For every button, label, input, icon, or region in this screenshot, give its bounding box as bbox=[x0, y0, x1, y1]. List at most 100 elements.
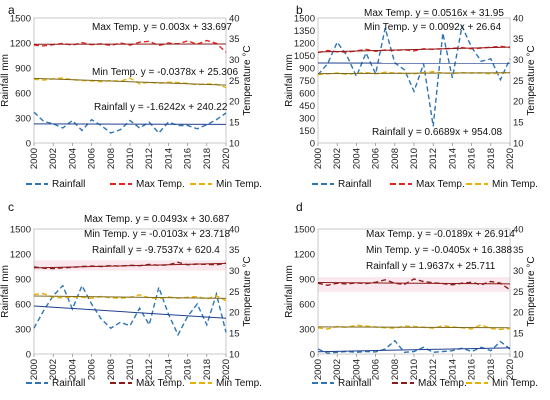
panel-letter: b bbox=[296, 3, 303, 17]
y-tick-label: 300 bbox=[299, 113, 315, 124]
y2-axis-title: Temperature °C bbox=[242, 256, 253, 326]
regression-equation: Rainfall y = -9.7537x + 620.4 bbox=[92, 245, 220, 256]
y2-tick-label: 40 bbox=[229, 13, 240, 24]
y2-tick-label: 40 bbox=[513, 13, 524, 24]
y2-tick-label: 15 bbox=[513, 117, 524, 128]
y2-tick-label: 35 bbox=[513, 34, 524, 45]
y2-tick-label: 35 bbox=[229, 245, 240, 256]
y2-tick-label: 30 bbox=[229, 55, 240, 66]
x-tick-label: 2004 bbox=[351, 148, 362, 169]
y2-axis-title: Temperature °C bbox=[526, 45, 537, 115]
x-tick-label: 2014 bbox=[447, 359, 458, 380]
series-rainfall bbox=[317, 339, 511, 354]
regression-equation: Min Temp. y = -0.0378x + 25.306 bbox=[92, 67, 238, 78]
legend-label: Max Temp. bbox=[416, 179, 465, 190]
y2-tick-label: 40 bbox=[229, 224, 240, 235]
y-axis-title: Rainfall mm bbox=[0, 54, 11, 107]
y2-tick-label: 35 bbox=[513, 245, 524, 256]
legend-label: Max Temp. bbox=[136, 378, 185, 389]
x-tick-label: 2002 bbox=[332, 359, 343, 380]
trend-line bbox=[317, 326, 511, 329]
x-tick-label: 2006 bbox=[371, 148, 382, 169]
y2-tick-label: 30 bbox=[513, 266, 524, 277]
y-tick-label: 600 bbox=[299, 299, 315, 310]
trend-line bbox=[33, 262, 227, 269]
y2-tick-label: 15 bbox=[513, 328, 524, 339]
plot-frame bbox=[317, 17, 511, 144]
trend-line bbox=[33, 305, 227, 319]
x-tick-label: 2012 bbox=[144, 359, 155, 380]
x-tick-label: 2002 bbox=[48, 148, 59, 169]
y2-tick-label: 25 bbox=[229, 76, 240, 87]
x-tick-label: 2000 bbox=[313, 148, 324, 169]
y-tick-label: 1500 bbox=[294, 13, 315, 24]
x-tick-label: 2000 bbox=[29, 148, 40, 169]
x-tick-label: 2002 bbox=[332, 148, 343, 169]
panel-c: c 0 300 600 900 1200 1500 10 15 20 25 30 35 40 2000 200… bbox=[0, 200, 262, 389]
regression-equation: Min Temp. y = 0.0092x + 26.64 bbox=[364, 22, 502, 33]
y-axis-title: Rainfall mm bbox=[284, 265, 295, 318]
legend-label: Rainfall bbox=[52, 179, 85, 190]
y2-tick-label: 10 bbox=[229, 138, 240, 149]
x-tick-label: 2008 bbox=[390, 148, 401, 169]
x-tick-label: 2004 bbox=[351, 359, 362, 380]
y2-tick-label: 20 bbox=[229, 97, 240, 108]
x-tick-label: 2018 bbox=[486, 359, 497, 380]
legend-label: Rainfall bbox=[52, 378, 85, 389]
y-axis-title: Rainfall mm bbox=[284, 54, 295, 107]
x-tick-label: 2020 bbox=[221, 148, 232, 169]
series-max-temp bbox=[33, 39, 227, 53]
y-tick-label: 0 bbox=[26, 138, 31, 149]
y-tick-label: 0 bbox=[310, 349, 315, 360]
x-tick-label: 2014 bbox=[447, 148, 458, 169]
x-tick-label: 2010 bbox=[125, 359, 136, 380]
regression-equation: Rainfall y = 0.6689x + 954.08 bbox=[372, 127, 503, 138]
x-tick-label: 2020 bbox=[221, 359, 232, 380]
y-tick-label: 900 bbox=[15, 63, 31, 74]
legend-label: Min Temp. bbox=[216, 179, 262, 190]
x-tick-label: 2020 bbox=[505, 359, 516, 380]
x-tick-label: 2000 bbox=[29, 359, 40, 380]
x-tick-label: 2006 bbox=[87, 359, 98, 380]
x-tick-label: 2020 bbox=[505, 148, 516, 169]
regression-equation: Min Temp. y = -0.0103x + 23.718 bbox=[84, 229, 230, 240]
legend-label: Rainfall bbox=[338, 378, 371, 389]
y-tick-label: 1200 bbox=[10, 38, 31, 49]
x-tick-label: 2008 bbox=[390, 359, 401, 380]
y2-axis-title: Temperature °C bbox=[242, 45, 253, 115]
series-rainfall bbox=[33, 284, 227, 337]
trend-line bbox=[317, 282, 511, 285]
y-tick-label: 300 bbox=[299, 324, 315, 335]
y-tick-label: 0 bbox=[26, 349, 31, 360]
y-tick-label: 600 bbox=[15, 88, 31, 99]
panel-letter: d bbox=[296, 200, 303, 214]
x-tick-label: 2010 bbox=[125, 148, 136, 169]
y2-tick-label: 10 bbox=[229, 349, 240, 360]
y-tick-label: 900 bbox=[299, 63, 315, 74]
y2-tick-label: 10 bbox=[513, 138, 524, 149]
x-tick-label: 2004 bbox=[67, 148, 78, 169]
x-tick-label: 2006 bbox=[87, 148, 98, 169]
y-tick-label: 1200 bbox=[294, 38, 315, 49]
y-tick-label: 1500 bbox=[10, 13, 31, 24]
x-tick-label: 2008 bbox=[106, 148, 117, 169]
x-tick-label: 2012 bbox=[144, 148, 155, 169]
x-tick-label: 2016 bbox=[467, 148, 478, 169]
trend-line bbox=[33, 295, 227, 299]
y-tick-label: 300 bbox=[15, 324, 31, 335]
y-tick-label: 600 bbox=[15, 299, 31, 310]
trend-line bbox=[317, 46, 511, 53]
y2-tick-label: 30 bbox=[229, 266, 240, 277]
y-tick-label: 1050 bbox=[294, 51, 315, 62]
regression-equation: Max Temp. y = 0.0493x + 30.687 bbox=[84, 214, 230, 225]
regression-equation: Max Temp. y = -0.0189x + 26.914 bbox=[366, 229, 515, 240]
trend-line bbox=[317, 347, 511, 353]
regression-equation: Min Temp. y = -0.0405x + 16.388 bbox=[366, 245, 512, 256]
x-tick-label: 2000 bbox=[313, 359, 324, 380]
y-tick-label: 450 bbox=[299, 101, 315, 112]
y2-axis-title: Temperature °C bbox=[526, 256, 537, 326]
y2-tick-label: 15 bbox=[229, 117, 240, 128]
x-tick-label: 2004 bbox=[67, 359, 78, 380]
trend-line bbox=[317, 72, 511, 75]
